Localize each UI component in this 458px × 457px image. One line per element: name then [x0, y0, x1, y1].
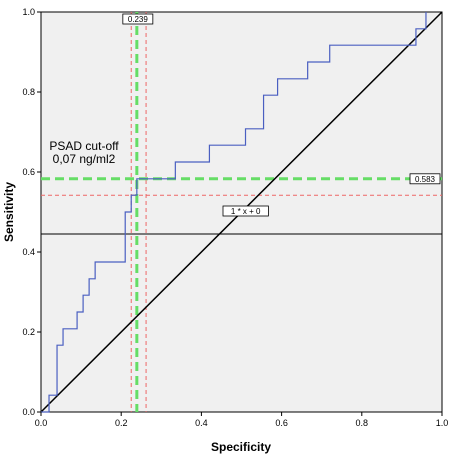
y-axis-ticks: 0.0 0.2 0.4 0.6 0.8 1.0 — [22, 7, 41, 417]
roc-curve-0 — [41, 12, 427, 413]
cutoff-annotation-line2: 0,07 ng/ml2 — [53, 152, 116, 166]
diagonal-label-text: 1 * x + 0 — [231, 207, 261, 216]
y-tick-label: 1.0 — [22, 7, 35, 17]
diagonal-label-box — [222, 205, 269, 217]
x-axis-ticks: 0.0 0.2 0.4 0.6 0.8 1.0 — [35, 412, 449, 428]
label-boxes: 0.239 0.583 1 * x + 0 — [122, 13, 441, 217]
x-tick-label: 1.0 — [436, 418, 449, 428]
x-tick-label: 0.0 — [35, 418, 48, 428]
x-tick-label: 0.6 — [275, 418, 288, 428]
cutoff-annotation-line1: PSAD cut-off — [49, 139, 119, 153]
x-tick-label: 0.8 — [356, 418, 369, 428]
label-box-vertical — [122, 13, 154, 25]
x-tick-label: 0.4 — [195, 418, 208, 428]
label-box-horizontal — [409, 173, 441, 185]
label-vertical-text: 0.239 — [128, 15, 149, 24]
y-tick-label: 0.2 — [22, 327, 35, 337]
x-axis-title: Specificity — [211, 440, 271, 454]
y-tick-label: 0.0 — [22, 407, 35, 417]
series-group — [41, 12, 427, 413]
x-tick-label: 0.2 — [115, 418, 128, 428]
y-axis-title: Sensitivity — [2, 182, 16, 242]
y-tick-label: 0.4 — [22, 247, 35, 257]
y-tick-label: 0.8 — [22, 87, 35, 97]
y-tick-label: 0.6 — [22, 167, 35, 177]
label-horizontal-text: 0.583 — [415, 175, 436, 184]
